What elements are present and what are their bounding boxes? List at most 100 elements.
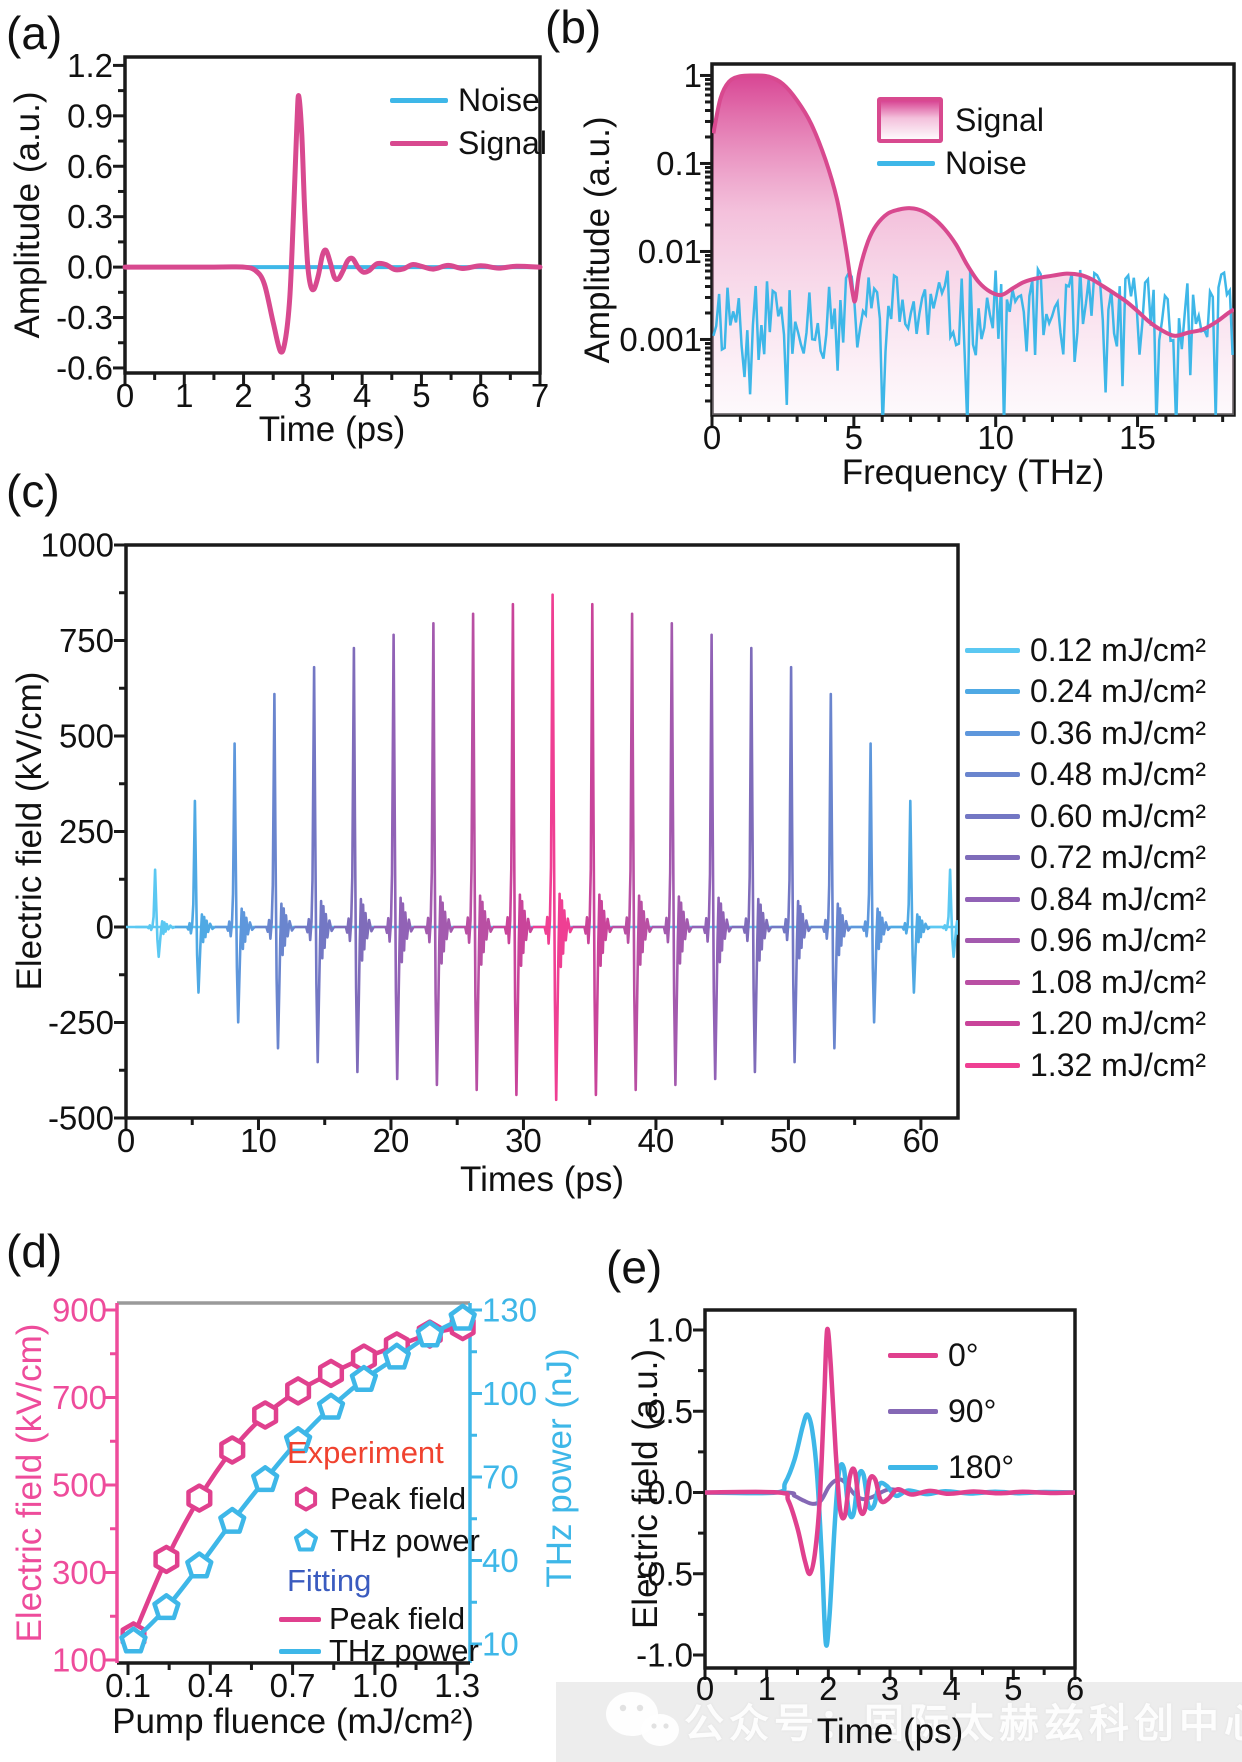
svg-text:250: 250 xyxy=(59,813,114,850)
svg-text:0.01: 0.01 xyxy=(638,233,702,270)
pulse-12 xyxy=(612,612,654,1092)
svg-text:15: 15 xyxy=(1119,419,1156,456)
svg-text:0: 0 xyxy=(696,1670,714,1707)
svg-text:0: 0 xyxy=(117,1122,135,1159)
legend-swatch xyxy=(965,1021,1020,1026)
pulse-11 xyxy=(572,602,614,1097)
svg-text:700: 700 xyxy=(52,1379,107,1416)
legend-swatch xyxy=(390,97,448,103)
y-ticks: 100 300 500 700 900 xyxy=(52,1292,117,1679)
legend-item: 0° xyxy=(888,1336,979,1374)
axis-label-e-y: Electric field (a.u.) xyxy=(626,1348,665,1630)
pulse-19 xyxy=(890,799,932,994)
pulse-6 xyxy=(373,633,415,1081)
panel-c-label: (c) xyxy=(6,465,60,517)
axis-label-b-y: Amplitude (a.u.) xyxy=(578,116,617,364)
svg-text:-250: -250 xyxy=(48,1004,114,1041)
svg-text:0.7: 0.7 xyxy=(270,1667,316,1704)
svg-text:-0.6: -0.6 xyxy=(56,349,113,386)
svg-text:-0.3: -0.3 xyxy=(56,299,113,336)
legend-label: 0° xyxy=(948,1336,979,1373)
svg-text:5: 5 xyxy=(412,377,430,414)
pulse-15 xyxy=(731,646,773,1074)
svg-text:0.5: 0.5 xyxy=(647,1393,693,1430)
svg-text:7: 7 xyxy=(531,377,549,414)
experiment-header: Experiment xyxy=(287,1434,444,1472)
svg-text:2: 2 xyxy=(819,1670,837,1707)
fitting-thz-power-label: THz power xyxy=(329,1633,479,1668)
svg-text:100: 100 xyxy=(482,1375,537,1412)
experiment-header-label: Experiment xyxy=(287,1435,444,1470)
fitting-thz-power: THz power xyxy=(279,1632,479,1670)
x-ticks: 0 10 20 30 40 50 60 xyxy=(117,1118,939,1159)
svg-text:4: 4 xyxy=(942,1670,960,1707)
axis-label-d-y-right: THz power (nJ) xyxy=(540,1348,579,1588)
legend-swatch xyxy=(965,1062,1020,1068)
legend-item: 0.84 mJ/cm² xyxy=(965,880,1206,918)
svg-text:0.1: 0.1 xyxy=(656,145,702,182)
svg-text:-0.5: -0.5 xyxy=(636,1555,693,1592)
svg-text:0.3: 0.3 xyxy=(67,198,113,235)
svg-text:40: 40 xyxy=(638,1122,675,1159)
markers-thz-power xyxy=(119,1303,477,1654)
pulse-3 xyxy=(254,692,296,1050)
legend-item: 0.24 mJ/cm² xyxy=(965,673,1206,711)
legend-swatch xyxy=(965,938,1020,943)
experiment-peak-field: Peak field xyxy=(290,1481,466,1517)
legend-item: 0.72 mJ/cm² xyxy=(965,839,1206,877)
axis-label-b-x: Frequency (THz) xyxy=(841,453,1105,492)
fitting-header-label: Fitting xyxy=(287,1563,372,1598)
axis-label-d-x: Pump fluence (mJ/cm²) xyxy=(112,1702,474,1741)
panel-a-label: (a) xyxy=(6,7,63,59)
panel-b-label: (b) xyxy=(545,1,602,53)
legend-label: 0.24 mJ/cm² xyxy=(1030,673,1207,709)
svg-text:0.001: 0.001 xyxy=(619,321,702,358)
svg-text:500: 500 xyxy=(59,718,114,755)
svg-text:0.6: 0.6 xyxy=(67,148,113,185)
svg-text:2: 2 xyxy=(234,377,252,414)
fitting-header: Fitting xyxy=(287,1562,371,1600)
series-noise xyxy=(712,264,1234,415)
legend-line xyxy=(279,1648,321,1654)
svg-text:10: 10 xyxy=(482,1626,519,1663)
legend-label: 180° xyxy=(948,1448,1015,1485)
fitting-peak-field: Peak field xyxy=(279,1600,465,1638)
y-ticks: 1.0 0.5 0.0 -0.5 -1.0 xyxy=(636,1312,705,1674)
axis-label-c-y: Electric field (kV/cm) xyxy=(10,671,49,991)
fitting-peak-field-label: Peak field xyxy=(329,1601,466,1636)
experiment-thz-power: THz power xyxy=(290,1523,480,1559)
pulse-20 xyxy=(930,868,958,959)
series-180° xyxy=(705,1412,1075,1648)
svg-text:1.0: 1.0 xyxy=(352,1667,398,1704)
watermark: 公众号：国际太赫兹科创中心 xyxy=(602,1688,1242,1752)
svg-text:1: 1 xyxy=(684,57,702,94)
pulse-13 xyxy=(652,622,693,1087)
series-signal xyxy=(712,73,1234,338)
legend-label: Noise xyxy=(458,81,540,118)
svg-text:-1.0: -1.0 xyxy=(636,1637,693,1674)
pulse-4 xyxy=(294,665,336,1064)
x-ticks: 0.1 0.4 0.7 1.0 1.3 xyxy=(105,1663,480,1704)
pulse-5 xyxy=(334,646,375,1074)
pulse-8 xyxy=(453,612,495,1092)
legend-swatch xyxy=(877,160,935,166)
legend-label: 1.08 mJ/cm² xyxy=(1030,963,1207,1000)
panel-d-label: (d) xyxy=(6,1225,63,1277)
svg-text:900: 900 xyxy=(52,1292,107,1329)
legend-label: 0.12 mJ/cm² xyxy=(1030,631,1207,668)
svg-text:1.0: 1.0 xyxy=(647,1312,693,1349)
svg-text:0.4: 0.4 xyxy=(187,1667,233,1704)
svg-text:0.1: 0.1 xyxy=(105,1667,151,1704)
legend-item: 0.96 mJ/cm² xyxy=(965,922,1206,960)
series-0° xyxy=(705,1326,1075,1577)
y-ticks: -0.6 -0.3 0.0 0.3 0.6 0.9 1.2 xyxy=(56,47,125,386)
series-signal xyxy=(122,93,543,355)
pulse-14 xyxy=(691,633,733,1081)
pulse-17 xyxy=(810,692,852,1050)
svg-text:0.9: 0.9 xyxy=(67,97,113,134)
svg-text:5: 5 xyxy=(1004,1670,1022,1707)
legend-item: Noise xyxy=(390,81,540,119)
legend-label: Noise xyxy=(945,144,1027,181)
svg-text:5: 5 xyxy=(845,419,863,456)
